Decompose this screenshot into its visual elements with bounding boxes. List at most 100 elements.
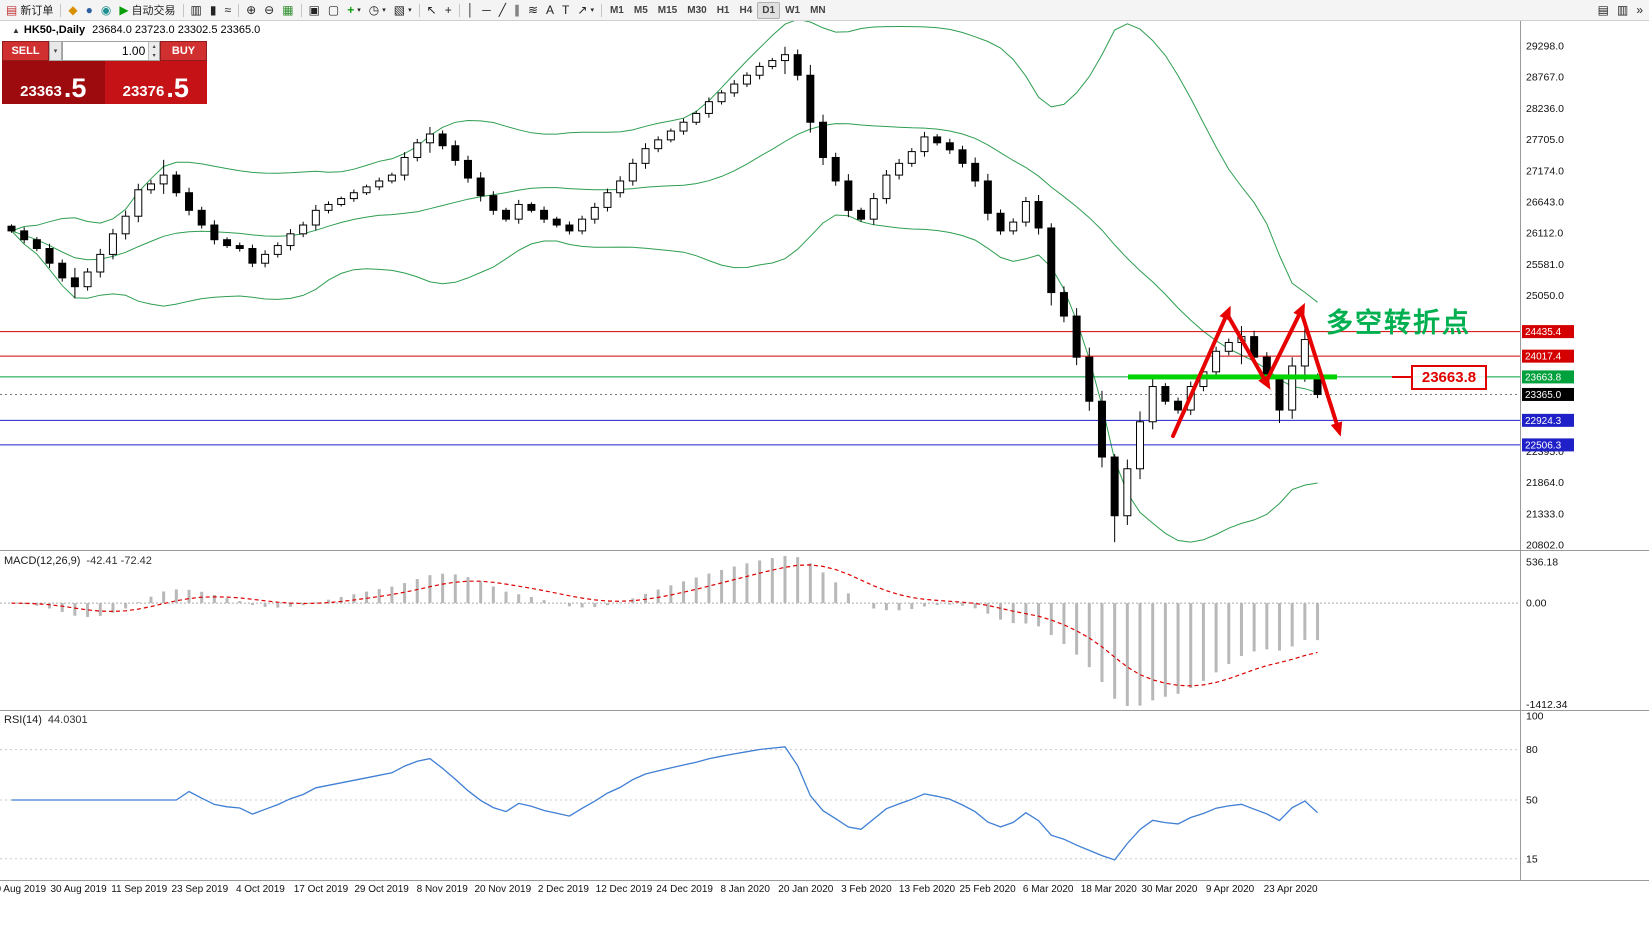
svg-text:29298.0: 29298.0 — [1526, 41, 1564, 53]
bid-fraction: .5 — [63, 73, 87, 104]
timeframe-m5-button[interactable]: M5 — [629, 2, 653, 19]
metaeditor-button[interactable]: ◆ — [64, 2, 81, 19]
indicators-button[interactable]: + ▾ — [343, 2, 365, 19]
arrows-button[interactable]: ↗ ▾ — [573, 2, 598, 19]
svg-text:3 Feb 2020: 3 Feb 2020 — [841, 884, 892, 895]
collapse-panel-icon[interactable]: ▲ — [12, 26, 20, 35]
options-button[interactable]: ◉ — [97, 2, 115, 19]
new-chart-icon: ▢ — [327, 3, 340, 17]
order-entry-row: SELL ▾ ▴ ▾ BUY — [2, 41, 207, 61]
chevron-down-icon: ▾ — [590, 6, 594, 14]
svg-text:12 Dec 2019: 12 Dec 2019 — [596, 884, 653, 895]
timeframe-m30-button[interactable]: M30 — [682, 2, 711, 19]
line-chart-button[interactable]: ≈ — [221, 2, 236, 19]
svg-text:28236.0: 28236.0 — [1526, 103, 1564, 115]
channel-button[interactable]: ∥ — [510, 2, 524, 19]
svg-text:23 Apr 2020: 23 Apr 2020 — [1264, 884, 1318, 895]
clock-icon: ◷ — [368, 3, 380, 17]
trendline-button[interactable]: ╱ — [495, 2, 510, 19]
zigzag-annotation — [1171, 302, 1343, 438]
horizontal-line-button[interactable]: ─ — [478, 2, 495, 19]
svg-text:28767.0: 28767.0 — [1526, 72, 1564, 84]
vertical-line-button[interactable]: │ — [463, 2, 479, 19]
buy-button[interactable]: BUY — [160, 41, 207, 61]
label-button[interactable]: T — [558, 2, 573, 19]
candlestick-chart-button[interactable]: ▮ — [206, 2, 221, 19]
sell-button[interactable]: SELL — [2, 41, 49, 61]
ask-price[interactable]: 23376.5 — [104, 61, 207, 104]
crosshair-button[interactable]: + — [441, 2, 456, 19]
channel-icon: ∥ — [513, 3, 520, 17]
chevron-down-icon: ▾ — [357, 6, 361, 14]
toolbar-separator — [600, 3, 602, 17]
order-options-caret[interactable]: ▾ — [49, 41, 62, 61]
ask-fraction: .5 — [166, 73, 189, 104]
data-window-button[interactable]: ▥ — [1613, 2, 1632, 19]
zoom-out-button[interactable]: ⊖ — [260, 2, 278, 19]
new-chart-button[interactable]: ▢ — [324, 2, 343, 19]
volume-down-button[interactable]: ▾ — [148, 51, 159, 60]
timeframe-h4-button[interactable]: H4 — [734, 2, 757, 19]
print-button[interactable]: ▤ — [1594, 2, 1613, 19]
svg-text:23365.0: 23365.0 — [1525, 390, 1562, 401]
zoom-in-icon: ⊕ — [246, 3, 257, 17]
cursor-button[interactable]: ↖ — [423, 2, 441, 19]
timeframe-d1-button[interactable]: D1 — [757, 1, 781, 19]
svg-text:24435.4: 24435.4 — [1525, 327, 1562, 338]
volume-up-button[interactable]: ▴ — [148, 42, 159, 51]
new-order-button[interactable]: ▤ 新订单 — [2, 2, 57, 19]
text-button[interactable]: A — [542, 2, 558, 19]
svg-text:8 Jan 2020: 8 Jan 2020 — [720, 884, 770, 895]
autotrading-button[interactable]: ▶ 自动交易 — [115, 2, 179, 19]
price-axis: 29298.0 28767.0 28236.0 27705.0 27174.0 26643… — [1522, 41, 1574, 552]
svg-text:0.00: 0.00 — [1526, 598, 1547, 610]
horizontal-levels — [0, 331, 1520, 446]
bar-chart-button[interactable]: ▥ — [187, 2, 206, 19]
bar-chart-icon: ▥ — [190, 3, 202, 17]
svg-text:11 Sep 2019: 11 Sep 2019 — [111, 884, 167, 895]
bid-price[interactable]: 23363.5 — [2, 61, 105, 104]
chart-title: ▲ HK50-,Daily 23684.0 23723.0 23302.5 2336… — [12, 24, 260, 36]
ohlc-values: 23684.0 23723.0 23302.5 23365.0 — [92, 24, 261, 36]
cascade-windows-button[interactable]: ▣ — [305, 2, 324, 19]
toolbar-overflow-button[interactable]: » — [1632, 2, 1647, 19]
strategy-tester-button[interactable]: ● — [82, 2, 97, 19]
toolbar-separator — [238, 3, 240, 17]
rsi-panel: 100 80 50 15 — [0, 711, 1544, 865]
svg-text:-1412.34: -1412.34 — [1526, 699, 1568, 711]
svg-text:26643.0: 26643.0 — [1526, 196, 1564, 208]
svg-text:21333.0: 21333.0 — [1526, 508, 1564, 520]
timeframe-w1-button[interactable]: W1 — [780, 2, 805, 19]
templates-button[interactable]: ▧ ▾ — [390, 2, 416, 19]
main-toolbar: ▤ 新订单 ◆ ● ◉ ▶ 自动交易 ▥ ▮ ≈ ⊕ ⊖ ▦ ▣ ▢ + ▾ ◷… — [0, 0, 1649, 21]
fibonacci-button[interactable]: ≋ — [524, 2, 542, 19]
svg-text:18 Mar 2020: 18 Mar 2020 — [1081, 884, 1138, 895]
tile-windows-button[interactable]: ▦ — [278, 2, 297, 19]
svg-text:8 Nov 2019: 8 Nov 2019 — [417, 884, 469, 895]
svg-text:22924.3: 22924.3 — [1525, 416, 1562, 427]
periods-button[interactable]: ◷ ▾ — [365, 2, 390, 19]
candles-layer — [7, 46, 1322, 543]
timeframe-h1-button[interactable]: H1 — [712, 2, 735, 19]
trendline-icon: ╱ — [498, 3, 506, 17]
candlestick-icon: ▮ — [209, 3, 217, 17]
ask-main: 23376 — [122, 83, 165, 100]
timeframe-m1-button[interactable]: M1 — [605, 2, 629, 19]
chevron-down-icon: ▾ — [53, 48, 58, 55]
svg-text:20 Nov 2019: 20 Nov 2019 — [474, 884, 531, 895]
turning-point-annotation[interactable]: 多空转折点 — [1326, 308, 1471, 338]
svg-text:100: 100 — [1526, 711, 1544, 723]
svg-text:24 Dec 2019: 24 Dec 2019 — [656, 884, 713, 895]
arrows-icon: ↗ — [577, 3, 588, 17]
svg-text:26112.0: 26112.0 — [1526, 228, 1563, 240]
timeframe-m15-button[interactable]: M15 — [653, 2, 682, 19]
macd-panel: 536.18 0.00 -1412.34 — [0, 556, 1568, 711]
volume-input[interactable] — [63, 42, 149, 60]
label-icon: T — [562, 3, 570, 17]
level-callout-box[interactable]: 23663.8 — [1392, 365, 1487, 390]
zoom-in-button[interactable]: ⊕ — [242, 2, 260, 19]
timeframe-mn-button[interactable]: MN — [805, 2, 831, 19]
fibonacci-icon: ≋ — [527, 3, 539, 17]
svg-text:27174.0: 27174.0 — [1526, 165, 1564, 177]
